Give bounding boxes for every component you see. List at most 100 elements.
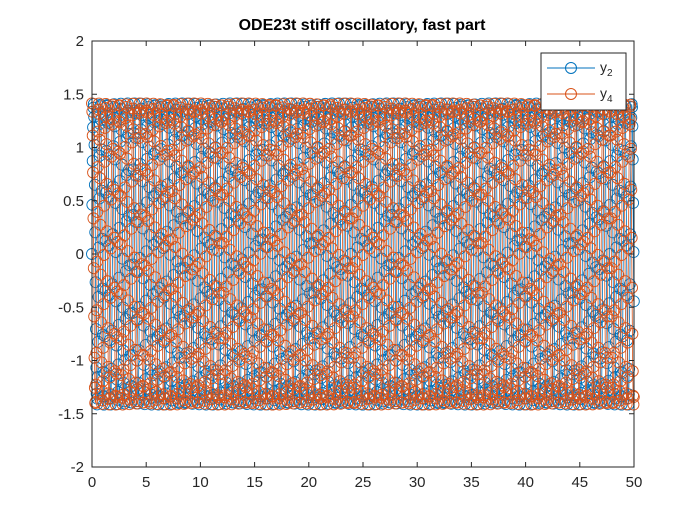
legend-entry-1: y2 [547, 59, 613, 79]
data-point [509, 220, 522, 233]
data-point [325, 118, 337, 131]
data-point [187, 130, 200, 143]
data-point [401, 98, 414, 111]
data-point [217, 97, 229, 110]
data-point [544, 252, 557, 265]
data-point [536, 197, 549, 210]
data-point [186, 263, 199, 276]
data-point [369, 367, 382, 380]
data-point [626, 281, 638, 294]
data-point [317, 99, 330, 112]
data-point [222, 100, 235, 113]
data-point [501, 97, 514, 110]
data-point [206, 243, 219, 256]
data-point [447, 105, 460, 118]
data-point [293, 396, 306, 409]
data-point [220, 280, 233, 293]
y-tick-label: -2 [71, 459, 84, 476]
data-point [510, 270, 523, 282]
data-point [188, 105, 201, 118]
data-point [507, 124, 520, 137]
data-point [129, 300, 141, 313]
data-point [332, 199, 345, 212]
data-point [105, 118, 118, 131]
data-point [446, 106, 459, 119]
data-point [430, 361, 443, 374]
data-point [177, 394, 190, 407]
data-point [566, 373, 579, 385]
data-point [188, 128, 201, 141]
data-point [423, 390, 436, 403]
data-point [253, 394, 266, 407]
data-point [404, 203, 417, 216]
data-point [296, 127, 309, 140]
data-point [566, 398, 579, 411]
data-point [627, 398, 640, 411]
data-point [343, 212, 356, 225]
data-point [552, 380, 564, 393]
data-point [205, 398, 218, 411]
data-point [153, 120, 166, 133]
data-point [593, 397, 606, 410]
data-point [281, 318, 294, 331]
data-point [509, 173, 522, 186]
x-tick-label: 5 [142, 474, 150, 491]
data-point [353, 218, 366, 231]
data-point [605, 212, 618, 225]
y-tick-label: 2 [76, 33, 84, 50]
data-point [506, 303, 519, 316]
data-point [582, 113, 595, 126]
data-point [618, 177, 631, 190]
data-point [377, 181, 390, 194]
data-point [130, 383, 143, 396]
data-point [118, 279, 131, 292]
data-point [396, 380, 409, 393]
data-point [202, 137, 215, 150]
data-point [383, 359, 396, 372]
data-point [309, 196, 322, 208]
data-point [484, 393, 497, 406]
data-point [263, 113, 276, 126]
data-point [611, 218, 624, 231]
data-point [275, 180, 288, 193]
data-point [357, 121, 370, 134]
data-point [587, 322, 600, 335]
data-point [512, 374, 525, 387]
x-tick-label: 30 [409, 474, 426, 491]
data-point [305, 175, 318, 188]
data-point [451, 305, 464, 318]
data-point [494, 97, 507, 110]
data-point [96, 394, 109, 407]
data-point [299, 98, 311, 111]
data-point [242, 97, 255, 110]
data-point [291, 128, 303, 140]
data-point [623, 324, 636, 337]
data-point [574, 288, 587, 301]
data-point [338, 97, 350, 110]
data-point [486, 274, 498, 286]
data-point [425, 233, 437, 246]
data-point [275, 227, 288, 240]
data-point [376, 363, 389, 376]
data-point [479, 397, 492, 410]
data-point [459, 201, 472, 213]
data-point [423, 398, 436, 411]
data-point [360, 275, 373, 288]
data-point [145, 203, 158, 216]
data-point [489, 200, 502, 213]
data-point [256, 101, 268, 114]
data-point [225, 398, 238, 411]
data-point [465, 243, 478, 256]
data-point [164, 390, 177, 403]
legend-entry-2: y4 [547, 85, 613, 105]
data-point [151, 373, 164, 386]
data-point [147, 108, 160, 121]
data-point [505, 377, 518, 390]
data-point [499, 398, 512, 411]
data-point [616, 121, 629, 134]
data-point [121, 196, 134, 208]
data-point [626, 120, 639, 133]
data-point [176, 296, 189, 309]
data-point [175, 198, 188, 211]
data-point [407, 174, 420, 187]
